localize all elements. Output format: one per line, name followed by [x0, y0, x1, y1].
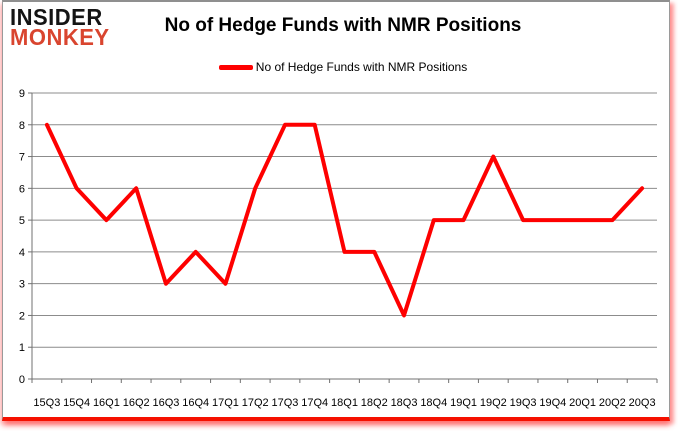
y-axis-label: 6: [19, 183, 25, 195]
insider-monkey-logo: INSIDER MONKEY: [10, 3, 110, 51]
x-axis-label: 17Q4: [301, 397, 328, 409]
logo-insider-text: INSIDER: [10, 3, 103, 31]
y-axis-label: 5: [19, 215, 25, 227]
data-series-line: [44, 122, 645, 318]
x-axis-label: 16Q2: [123, 397, 150, 409]
x-axis-label: 18Q1: [331, 397, 358, 409]
x-axis-label: 16Q3: [152, 397, 179, 409]
y-axis-label: 9: [19, 88, 25, 100]
x-axis-label: 16Q4: [182, 397, 209, 409]
x-axis-label: 17Q2: [242, 397, 269, 409]
x-axis-label: 18Q2: [361, 397, 388, 409]
x-axis-label: 19Q2: [480, 397, 507, 409]
x-axis-label: 15Q3: [33, 397, 60, 409]
x-axis-label: 19Q3: [510, 397, 537, 409]
x-axis-label: 18Q4: [420, 397, 447, 409]
y-axis-label: 2: [19, 310, 25, 322]
y-axis-label: 0: [19, 374, 25, 386]
y-axis-label: 1: [19, 342, 25, 354]
x-axis-label: 20Q3: [629, 397, 656, 409]
x-axis-label: 15Q4: [63, 397, 90, 409]
legend: No of Hedge Funds with NMR Positions: [3, 60, 669, 74]
legend-label: No of Hedge Funds with NMR Positions: [255, 60, 468, 74]
chart-title: No of Hedge Funds with NMR Positions: [164, 15, 522, 36]
x-axis-label: 16Q1: [93, 397, 120, 409]
x-axis-label: 17Q1: [212, 397, 239, 409]
chart-frame: INSIDER MONKEY No of Hedge Funds with NM…: [2, 0, 670, 421]
x-axis-label: 19Q1: [450, 397, 477, 409]
x-axis-label: 20Q1: [569, 397, 596, 409]
y-axis-label: 8: [19, 120, 25, 132]
y-axis-label: 4: [19, 247, 25, 259]
x-axis-label: 17Q3: [272, 397, 299, 409]
x-axis-label: 20Q2: [599, 397, 626, 409]
y-axis-label: 3: [19, 279, 25, 291]
x-axis-label: 18Q3: [391, 397, 418, 409]
y-axis-label: 7: [19, 152, 25, 164]
legend-line-swatch: [218, 64, 253, 70]
x-axis-label: 19Q4: [539, 397, 566, 409]
logo-monkey-text: MONKEY: [10, 24, 110, 51]
